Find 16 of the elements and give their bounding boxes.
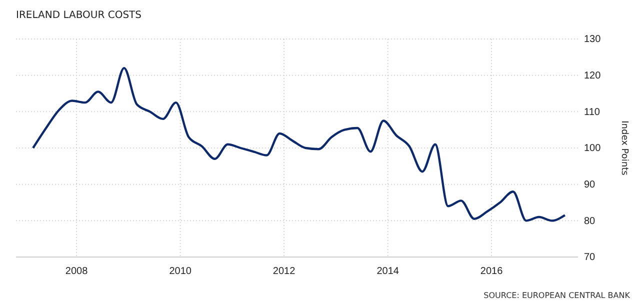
source-note: SOURCE: EUROPEAN CENTRAL BANK xyxy=(484,291,631,300)
x-tick-label: 2014 xyxy=(376,266,400,278)
y-axis-title: Index Points xyxy=(619,120,629,176)
chart-title: IRELAND LABOUR COSTS xyxy=(16,10,142,21)
x-tick-label: 2008 xyxy=(65,266,88,278)
x-tick-label: 2016 xyxy=(480,266,504,278)
line-series xyxy=(32,66,566,222)
y-tick-label: 70 xyxy=(584,252,596,264)
y-tick-label: 90 xyxy=(584,180,596,191)
y-tick-label: 110 xyxy=(584,106,600,118)
x-tick-label: 2010 xyxy=(169,266,192,278)
x-tick-label: 2012 xyxy=(272,266,296,278)
y-tick-label: 120 xyxy=(584,70,602,82)
y-tick-label: 100 xyxy=(584,143,602,154)
y-tick-label: 130 xyxy=(584,34,602,46)
y-tick-label: 80 xyxy=(584,216,596,227)
